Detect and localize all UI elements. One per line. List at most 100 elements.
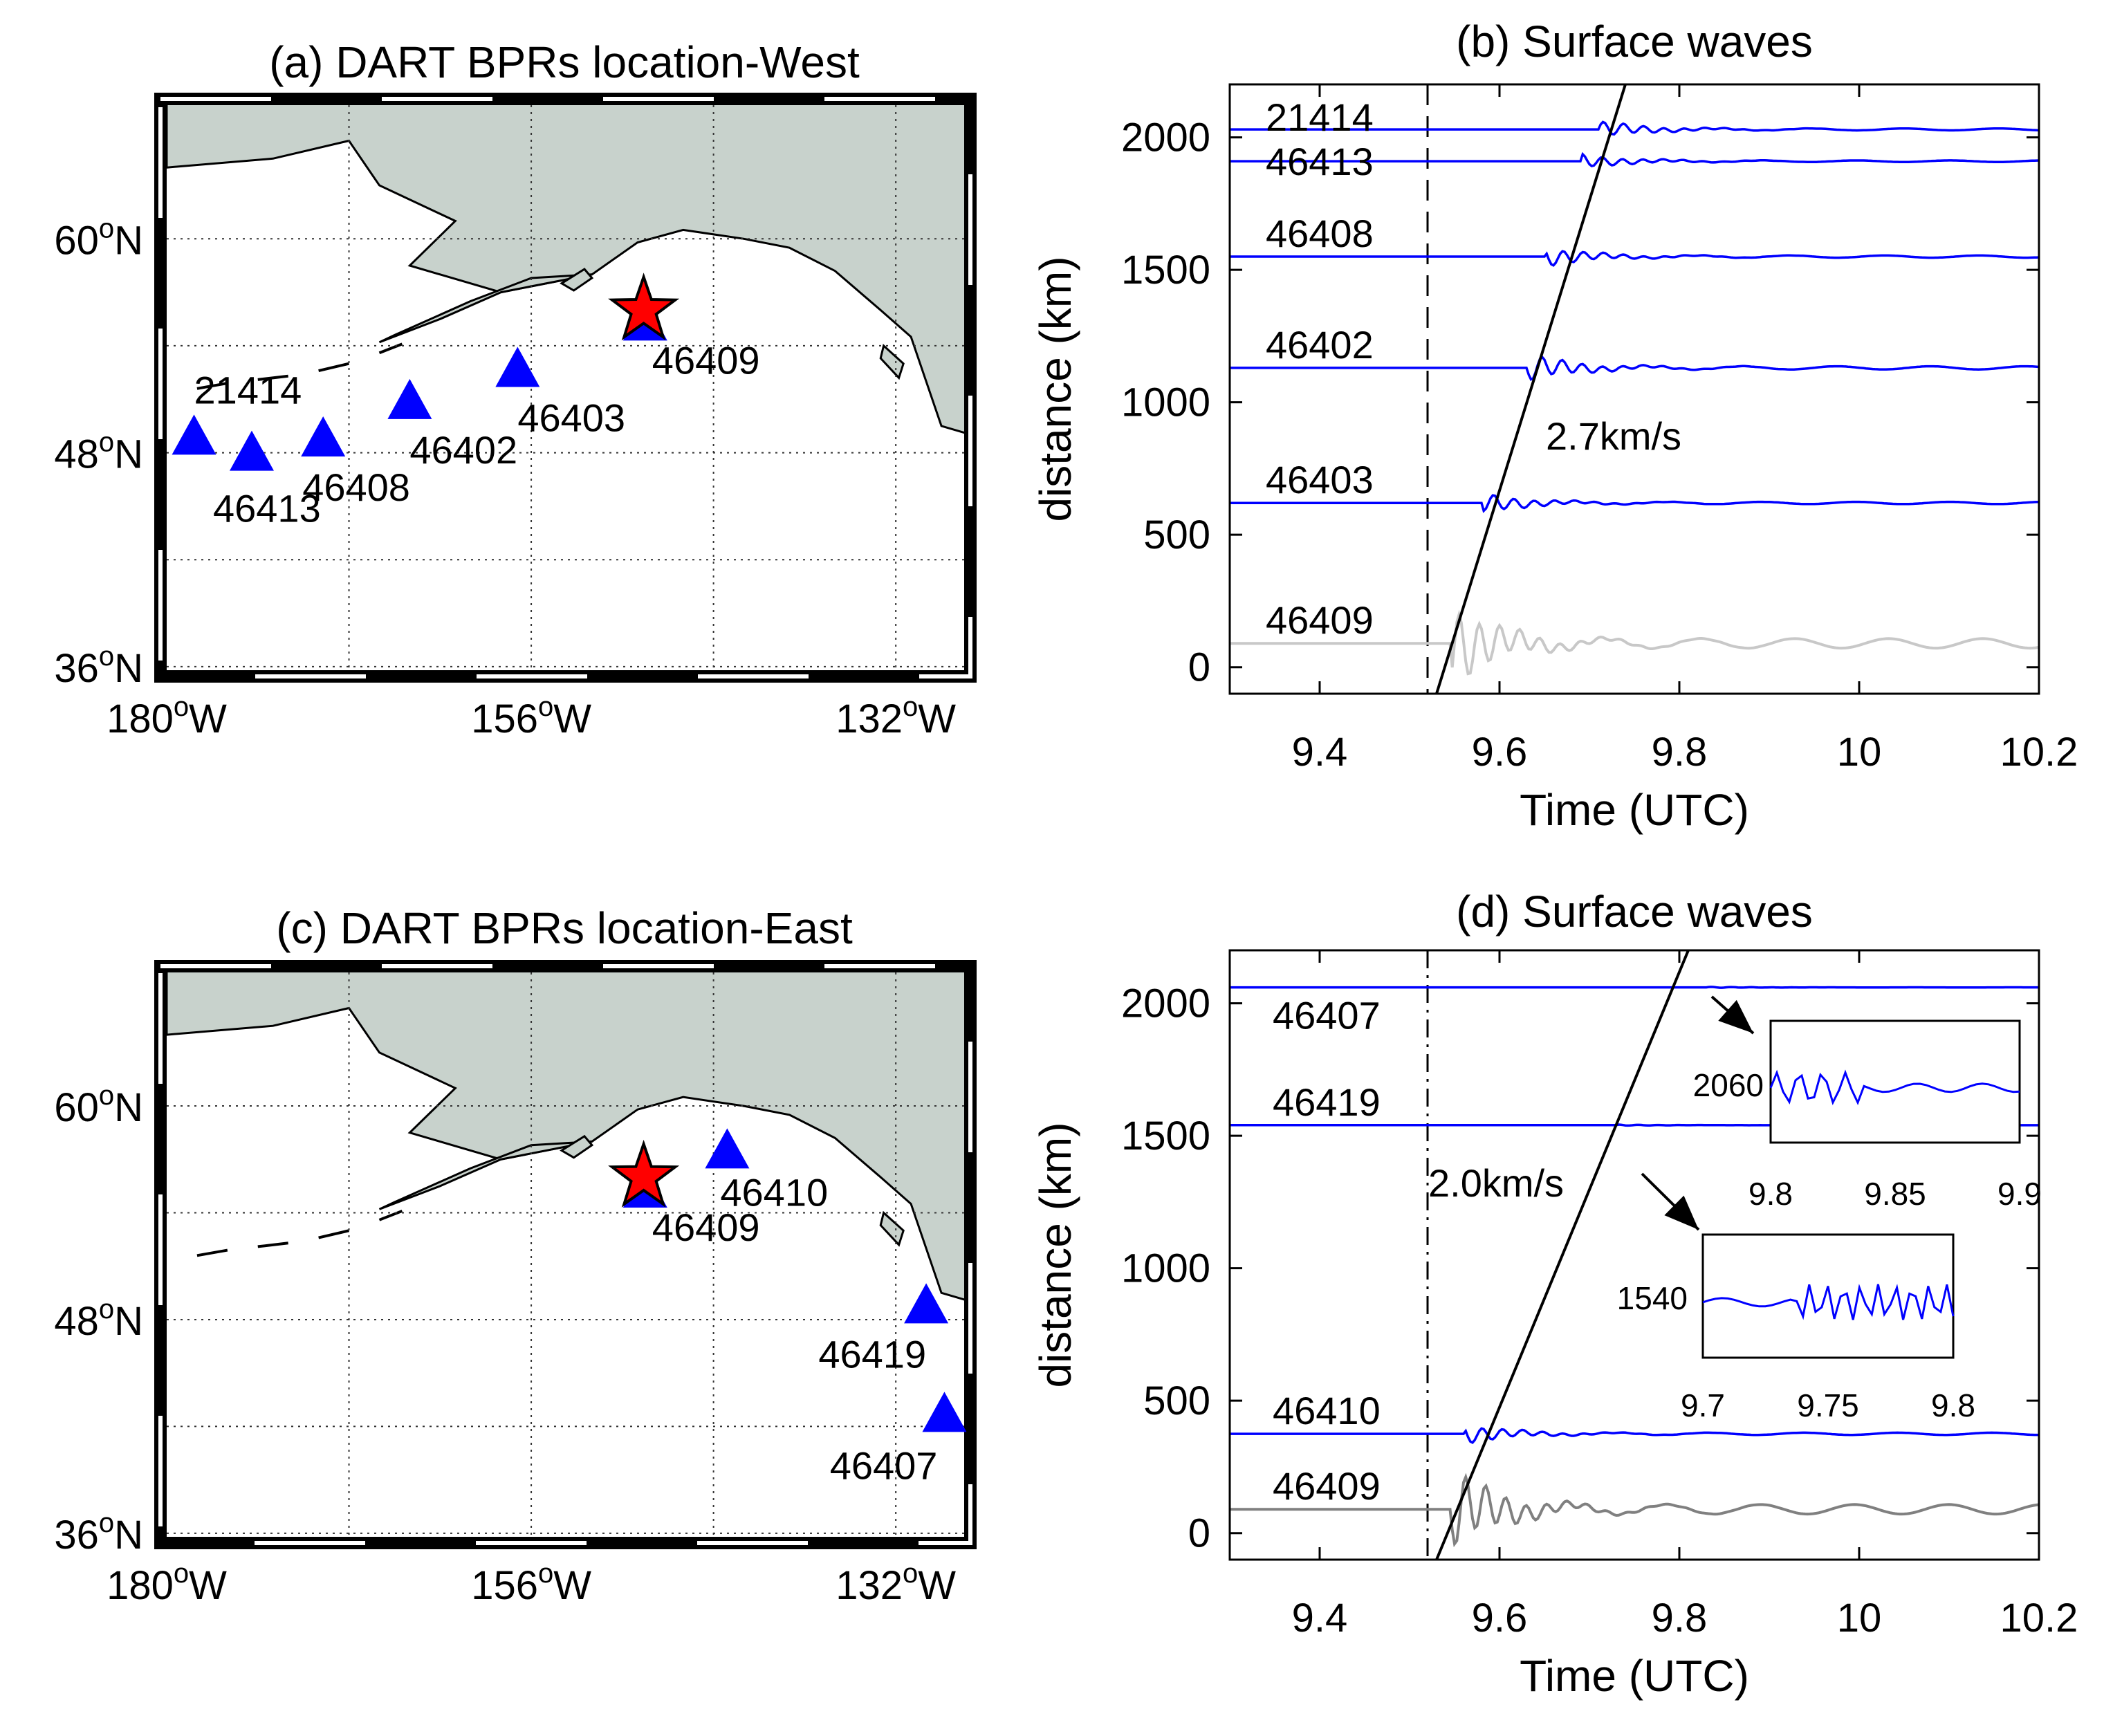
y-tick-label: 2000: [1121, 116, 1210, 160]
haida-gwaii: [879, 1210, 905, 1247]
velocity-line: [1435, 950, 1690, 1560]
station-marker: [705, 1128, 750, 1169]
x-tick-label: 9.4: [1292, 1596, 1348, 1641]
station-label: 46402: [409, 428, 517, 472]
lat-tick-hem: N: [114, 1513, 143, 1558]
lon-tick-hem: W: [553, 1563, 591, 1608]
lon-tick-hem: W: [553, 696, 591, 741]
lat-tick-sup: o: [99, 1080, 114, 1111]
station-label: 46408: [302, 465, 410, 509]
haida-gwaii: [879, 344, 905, 380]
trace-label: 46410: [1273, 1389, 1381, 1432]
lon-tick-label: 180oW: [107, 1558, 227, 1608]
lon-tick-label: 180oW: [107, 692, 227, 741]
station-label: 46419: [818, 1332, 926, 1376]
aleutian-island: [257, 374, 288, 381]
trace-label: 46402: [1266, 323, 1374, 367]
inset-x-tick-label: 9.9: [1997, 1176, 2042, 1212]
lat-tick-sup: o: [99, 427, 114, 458]
y-tick-label: 1500: [1121, 1114, 1210, 1158]
station-marker: [922, 1392, 967, 1432]
trace-46407: [1230, 986, 2039, 989]
lon-tick-sup: o: [903, 1558, 918, 1589]
aleutian-island: [318, 1229, 349, 1239]
x-tick-label: 9.8: [1652, 730, 1708, 775]
y-tick-label: 0: [1188, 1511, 1210, 1556]
station-label: 46413: [213, 487, 321, 530]
lon-tick-label: 156oW: [471, 1558, 591, 1608]
trace-label: 46419: [1273, 1080, 1381, 1124]
station-label: 46410: [720, 1170, 828, 1214]
panel-c-title: (c) DART BPRs location-East: [276, 903, 853, 953]
plot-area: [1230, 950, 2039, 1560]
lat-tick-deg: 60: [54, 218, 99, 263]
station-marker: [301, 416, 346, 456]
y-tick-label: 500: [1143, 1378, 1210, 1423]
lon-tick-deg: 156: [471, 1563, 538, 1608]
inset-x-tick-label: 9.75: [1797, 1387, 1859, 1423]
x-tick-label: 10: [1837, 1596, 1882, 1641]
y-tick-label: 500: [1143, 513, 1210, 557]
lon-tick-deg: 180: [107, 1563, 174, 1608]
station-label: 46409: [652, 338, 760, 382]
lat-tick-hem: N: [114, 1299, 143, 1344]
aleutian-island: [257, 1241, 288, 1248]
aleutian-island: [378, 342, 403, 355]
inset-x-tick-label: 9.8: [1748, 1176, 1793, 1212]
lat-tick-sup: o: [99, 213, 114, 243]
inset-box: [1701, 1233, 1955, 1359]
panel-a-map: (a) DART BPRs location-West 60oN48oN36oN…: [54, 37, 977, 741]
land-mass: [167, 105, 964, 434]
epicenter-star: [608, 273, 680, 341]
station-marker: [495, 347, 540, 387]
epicenter-star: [608, 1139, 680, 1208]
lat-tick-deg: 60: [54, 1085, 99, 1130]
inset-x-tick-label: 9.7: [1681, 1387, 1725, 1423]
aleutian-island: [378, 1210, 403, 1221]
station-label: 21414: [194, 368, 302, 412]
lon-tick-sup: o: [174, 1558, 189, 1589]
lat-tick-deg: 48: [54, 432, 99, 477]
station-label: 46407: [830, 1443, 938, 1487]
lon-tick-sup: o: [538, 692, 553, 722]
lon-tick-hem: W: [918, 1563, 956, 1608]
lat-tick-hem: N: [114, 218, 143, 263]
kodiak-island: [560, 1134, 594, 1159]
lat-tick-hem: N: [114, 646, 143, 691]
lat-tick-sup: o: [99, 641, 114, 672]
axes-box: [1228, 949, 2040, 1561]
x-axis-label: Time (UTC): [1520, 785, 1749, 835]
trace-46403: [1230, 494, 2039, 513]
inset-x-tick-label: 9.8: [1931, 1387, 1975, 1423]
lon-tick-hem: W: [189, 1563, 227, 1608]
trace-46408: [1230, 250, 2039, 267]
lon-tick-deg: 132: [836, 696, 903, 741]
panel-d-title: (d) Surface waves: [1456, 887, 1813, 936]
lon-tick-hem: W: [918, 696, 956, 741]
lon-tick-deg: 132: [836, 1563, 903, 1608]
inset-arrow-head: [1718, 999, 1753, 1033]
inset-46407: 2060 9.8 9.85 9.9: [1693, 1019, 2042, 1212]
panel-b-title: (b) Surface waves: [1456, 17, 1813, 66]
lat-tick-deg: 36: [54, 1513, 99, 1558]
x-tick-label: 9.4: [1292, 730, 1348, 775]
inset-trace: [1702, 1284, 1955, 1320]
station-label: 46409: [652, 1206, 760, 1249]
inset-46419: 1540 9.7 9.75 9.8: [1617, 1233, 1975, 1423]
lon-tick-sup: o: [174, 692, 189, 722]
map-content: [167, 972, 964, 1537]
trace-label: 46409: [1266, 598, 1374, 642]
lon-tick-deg: 156: [471, 696, 538, 741]
x-tick-label: 10: [1837, 730, 1882, 775]
y-tick-label: 2000: [1121, 981, 1210, 1026]
land-mass: [167, 972, 964, 1301]
axes-box: [1228, 83, 2040, 695]
y-tick-label: 1500: [1121, 248, 1210, 293]
x-tick-label: 10.2: [2000, 730, 2078, 775]
aleutian-island: [318, 362, 349, 372]
inset-y-label: 2060: [1693, 1067, 1764, 1103]
aleutian-island: [196, 382, 228, 390]
